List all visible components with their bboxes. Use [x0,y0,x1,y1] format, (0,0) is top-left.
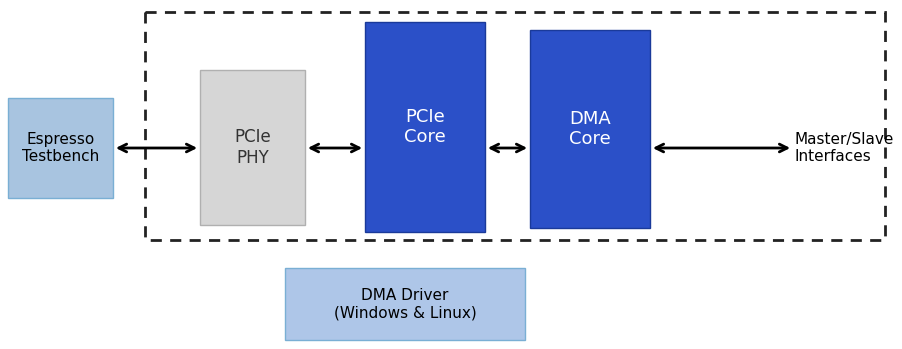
Bar [145,12,884,240]
Bar [199,70,305,225]
Text: Master/Slave
Interfaces: Master/Slave Interfaces [794,132,893,164]
Bar [529,30,649,228]
Text: PCIe
Core: PCIe Core [404,107,446,146]
Text: DMA Driver
(Windows & Linux): DMA Driver (Windows & Linux) [333,288,476,320]
Text: DMA
Core: DMA Core [568,110,610,148]
Text: Espresso
Testbench: Espresso Testbench [22,132,99,164]
Bar [8,98,113,198]
Bar [364,22,484,232]
Bar [285,268,524,340]
Text: PCIe
PHY: PCIe PHY [234,128,271,167]
